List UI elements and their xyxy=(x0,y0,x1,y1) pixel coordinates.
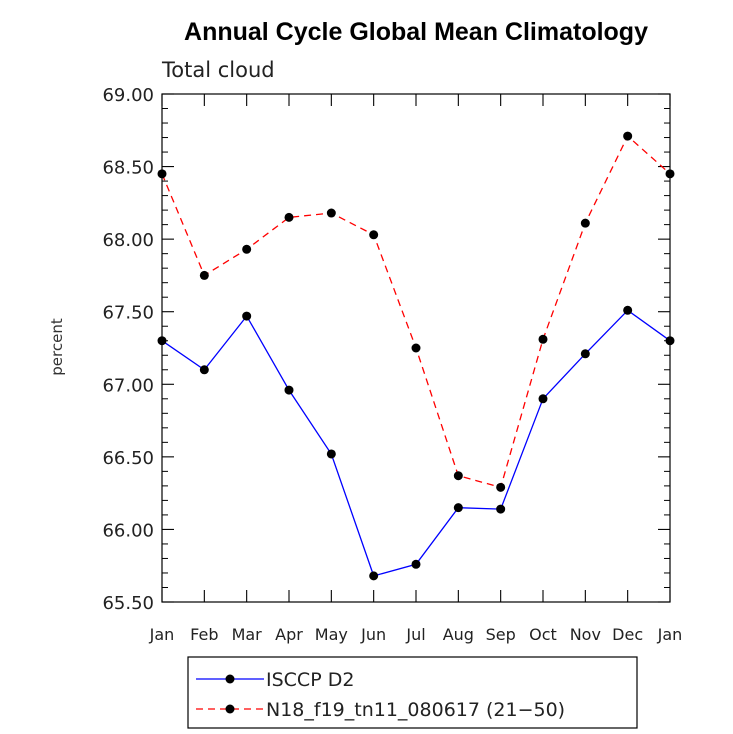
data-point-series-1 xyxy=(242,244,252,254)
data-point-series-0 xyxy=(242,311,252,321)
x-tick-label: Dec xyxy=(612,625,643,644)
data-point-series-0 xyxy=(411,559,421,569)
data-point-series-0 xyxy=(157,336,167,346)
y-tick-label: 66.50 xyxy=(102,448,154,469)
data-point-series-0 xyxy=(199,365,209,375)
x-tick-label: Jul xyxy=(405,625,425,644)
chart-subtitle: Total cloud xyxy=(161,58,275,82)
data-point-series-1 xyxy=(411,343,421,353)
data-point-series-0 xyxy=(453,503,463,513)
y-tick-label: 66.00 xyxy=(102,520,154,541)
legend-marker-model xyxy=(225,704,235,714)
data-point-series-1 xyxy=(665,169,675,179)
data-point-series-0 xyxy=(369,571,379,581)
data-point-series-1 xyxy=(496,482,506,492)
data-point-series-1 xyxy=(453,471,463,481)
y-tick-label: 65.50 xyxy=(102,593,154,614)
y-tick-label: 69.00 xyxy=(102,85,154,106)
data-point-series-1 xyxy=(199,270,209,280)
legend-label-isccp: ISCCP D2 xyxy=(266,669,354,691)
x-tick-label: Apr xyxy=(275,625,303,644)
data-point-series-1 xyxy=(326,208,336,218)
y-tick-label: 68.00 xyxy=(102,230,154,251)
x-tick-label: Feb xyxy=(190,625,218,644)
data-point-series-1 xyxy=(157,169,167,179)
y-tick-label: 68.50 xyxy=(102,158,154,179)
x-tick-label: Mar xyxy=(232,625,263,644)
legend-frame xyxy=(187,656,638,729)
x-tick-label: Oct xyxy=(529,625,557,644)
data-point-series-0 xyxy=(284,385,294,395)
x-tick-label: Nov xyxy=(570,625,601,644)
data-point-series-1 xyxy=(538,334,548,344)
data-point-series-0 xyxy=(496,504,506,514)
legend-label-model: N18_f19_tn11_080617 (21−50) xyxy=(266,699,565,721)
x-axis: Jan Feb Mar Apr May Jun Jul Aug Sep Oct Nov Dec Jan xyxy=(149,94,683,644)
series-line-1 xyxy=(161,135,671,489)
chart-title: Annual Cycle Global Mean Climatology xyxy=(184,18,648,46)
data-point-series-0 xyxy=(665,336,675,346)
data-point-series-1 xyxy=(284,212,294,222)
data-point-series-1 xyxy=(369,230,379,240)
legend: ISCCP D2 N18_f19_tn11_080617 (21−50) xyxy=(187,656,638,729)
data-point-series-1 xyxy=(580,218,590,228)
data-point-series-0 xyxy=(538,394,548,404)
x-tick-label: Sep xyxy=(486,625,516,644)
y-tick-label: 67.00 xyxy=(102,375,154,396)
x-tick-label: Jun xyxy=(360,625,386,644)
data-point-series-0 xyxy=(580,349,590,359)
x-tick-label: Aug xyxy=(443,625,474,644)
legend-marker-isccp xyxy=(225,674,235,684)
y-axis-label: percent xyxy=(48,318,66,376)
data-point-series-0 xyxy=(623,305,633,315)
data-point-series-1 xyxy=(623,131,633,141)
series-layer xyxy=(157,131,675,581)
y-tick-label: 67.50 xyxy=(102,303,154,324)
y-axis: 65.50 66.00 66.50 67.00 67.50 68.00 68.50 69.00 xyxy=(102,85,670,614)
x-tick-label: Jan xyxy=(657,625,683,644)
x-tick-label: Jan xyxy=(149,625,175,644)
data-point-series-0 xyxy=(326,449,336,459)
x-tick-label: May xyxy=(315,625,348,644)
